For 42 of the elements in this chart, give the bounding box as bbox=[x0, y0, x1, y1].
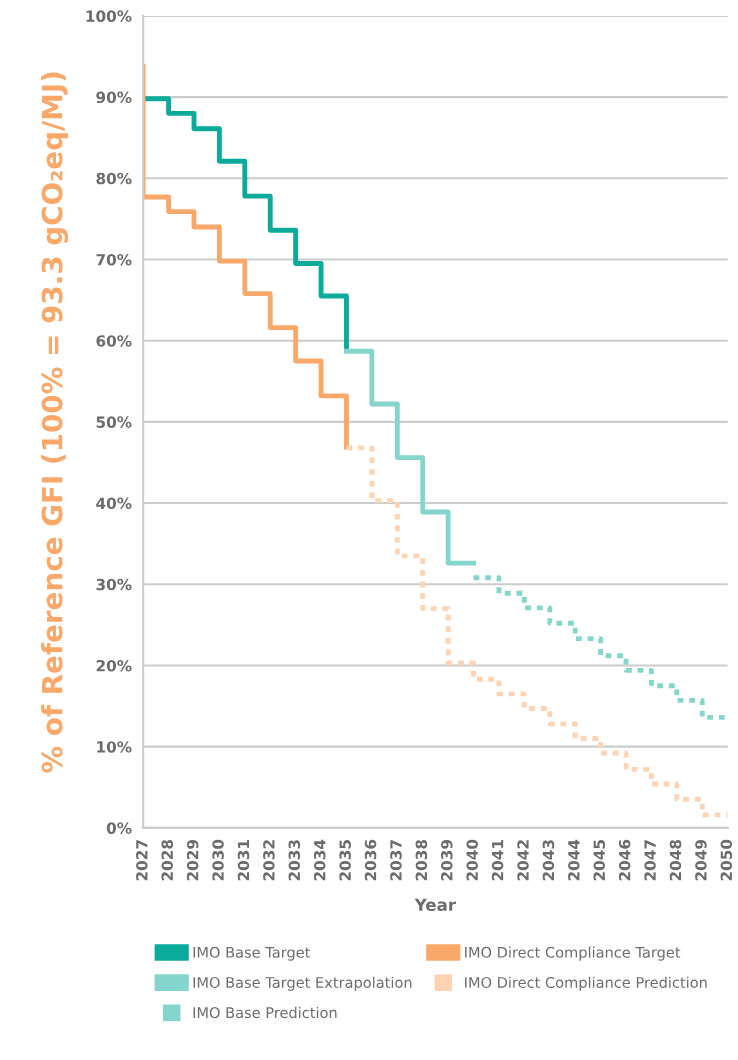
legend-label: IMO Base Target bbox=[193, 946, 311, 961]
x-tick-label: 2044 bbox=[568, 839, 580, 881]
y-tick-label: 70% bbox=[96, 253, 132, 266]
x-tick-label: 2029 bbox=[186, 839, 199, 881]
x-tick-label: 2049 bbox=[695, 839, 707, 881]
x-tick-label: 2039 bbox=[441, 839, 453, 881]
x-tick-label: 2031 bbox=[237, 840, 250, 881]
y-tick-label: 30% bbox=[96, 578, 132, 591]
legend-label: IMO Base Prediction bbox=[193, 1006, 337, 1019]
y-tick-label: 0% bbox=[106, 822, 132, 834]
x-tick-label: 2032 bbox=[263, 840, 275, 881]
legend-label: IMO Direct Compliance Target bbox=[465, 946, 681, 961]
x-tick-label: 2041 bbox=[491, 840, 504, 881]
x-axis-title: Year bbox=[414, 898, 457, 912]
x-tick-label: 2040 bbox=[466, 839, 478, 881]
y-tick-label: 40% bbox=[96, 497, 132, 510]
x-tick-label: 2048 bbox=[669, 839, 682, 881]
x-tick-label: 2027 bbox=[136, 840, 148, 881]
legend-label: IMO Base Target Extrapolation bbox=[193, 976, 412, 991]
x-tick-label: 2037 bbox=[390, 840, 402, 881]
y-tick-label: 60% bbox=[96, 335, 132, 347]
x-tick-label: 2043 bbox=[542, 840, 555, 881]
y-tick-label: 10% bbox=[97, 741, 132, 753]
y-tick-label: 50% bbox=[96, 416, 132, 428]
y-tick-label: 100% bbox=[86, 10, 132, 22]
x-tick-label: 2036 bbox=[364, 839, 377, 881]
y-tick-label: 90% bbox=[96, 91, 132, 104]
x-tick-label: 2046 bbox=[618, 839, 631, 881]
y-tick-label: 20% bbox=[96, 659, 132, 672]
legend-label: IMO Direct Compliance Prediction bbox=[465, 976, 707, 991]
x-tick-label: 2047 bbox=[644, 840, 656, 881]
x-tick-label: 2038 bbox=[415, 839, 428, 881]
y-axis-title: % of Reference GFI (100% = 93.3 gCO₂eq/MJ) bbox=[41, 72, 69, 773]
x-tick-label: 2045 bbox=[593, 840, 606, 881]
y-tick-label: 80% bbox=[96, 172, 132, 185]
x-tick-label: 2050 bbox=[720, 839, 733, 881]
x-tick-label: 2034 bbox=[313, 839, 326, 881]
x-tick-label: 2030 bbox=[212, 839, 224, 881]
x-tick-label: 2033 bbox=[288, 840, 301, 881]
x-tick-label: 2035 bbox=[339, 840, 351, 881]
x-tick-label: 2042 bbox=[517, 840, 529, 881]
x-tick-label: 2028 bbox=[161, 839, 174, 881]
